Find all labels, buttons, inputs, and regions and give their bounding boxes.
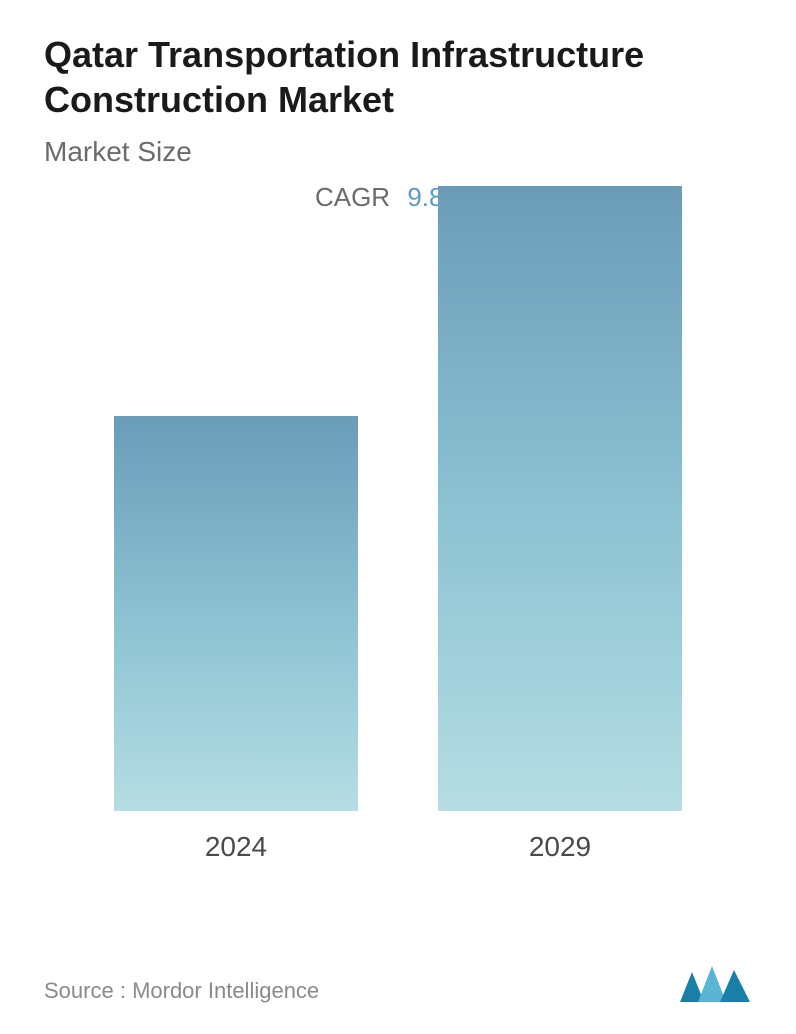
brand-logo — [678, 964, 752, 1004]
logo-icon — [678, 964, 752, 1004]
bar-2029 — [438, 186, 682, 811]
bar-2024 — [114, 416, 358, 811]
bar-chart: 2024 2029 — [44, 243, 752, 863]
bar-label-2024: 2024 — [205, 831, 267, 863]
page-subtitle: Market Size — [44, 136, 752, 168]
page-title: Qatar Transportation Infrastructure Cons… — [44, 32, 752, 122]
bar-group-2024: 2024 — [114, 416, 358, 863]
source-text: Source : Mordor Intelligence — [44, 978, 319, 1004]
cagr-label: CAGR — [315, 182, 390, 212]
bar-label-2029: 2029 — [529, 831, 591, 863]
bar-group-2029: 2029 — [438, 186, 682, 863]
source-value: Mordor Intelligence — [132, 978, 319, 1003]
source-label: Source : — [44, 978, 126, 1003]
footer: Source : Mordor Intelligence — [44, 964, 752, 1004]
